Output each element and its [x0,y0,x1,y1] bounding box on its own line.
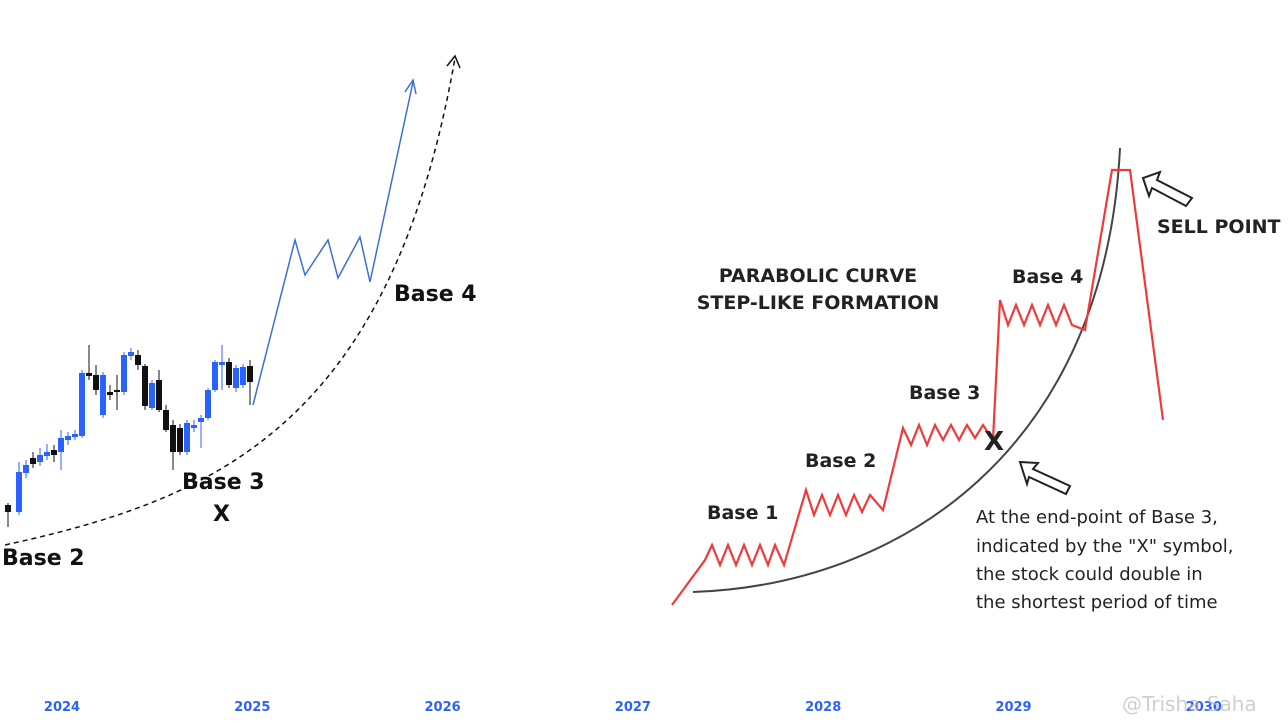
candle-body [100,375,106,415]
x-tick-label: 2029 [995,700,1031,715]
candle-body [226,362,232,385]
projection-line [252,81,414,406]
candle-body [142,366,148,406]
annotation: Base 4 [394,282,477,307]
candle-body [170,425,176,452]
candlesticks [5,345,253,527]
candle-body [23,465,29,473]
x-tick-label: 2026 [425,700,461,715]
candle-body [58,438,64,452]
x-tick-label: 2025 [234,700,270,715]
candle-body [79,373,85,436]
illustration: PARABOLIC CURVE STEP-LIKE FORMATION Base… [671,147,1281,613]
candle-body [240,367,246,385]
note: the stock could double in [976,564,1203,585]
candle-body [114,390,120,392]
candle-body [212,362,218,390]
base-label: Base 4 [1012,266,1083,288]
candle-body [51,450,57,455]
candle-body [107,392,113,395]
arrowhead [404,78,417,95]
candle-body [205,390,211,418]
note: indicated by the "X" symbol, [976,536,1233,557]
candle-body [16,472,22,512]
parabolic-curve [4,57,456,546]
price-path [671,168,1165,606]
x-tick-label: 2028 [805,700,841,715]
watermark: @Trisha Saha [1122,692,1257,716]
note: At the end-point of Base 3, [976,507,1218,528]
candle-body [219,362,225,365]
candle-body [233,368,239,388]
sell-point: SELL POINT [1157,216,1281,238]
candle-body [86,373,92,376]
title: PARABOLIC CURVE [719,265,917,287]
candle-body [198,418,204,422]
candle-body [121,355,127,392]
annotation: Base 3 [182,470,265,495]
candle-body [72,434,78,437]
base-label: Base 3 [909,382,980,404]
candle-body [65,436,71,440]
annotation: X [213,502,230,527]
candle-body [191,425,197,428]
x-axis: 2024 2025 2026 2027 2028 2029 2030 [44,700,1222,715]
candle-body [128,352,134,356]
annotation: Base 2 [2,546,85,571]
arrowhead [446,54,461,69]
curve [692,147,1121,593]
base-label: Base 2 [805,450,876,472]
x-mark: X [984,427,1004,457]
x-tick-label: 2030 [1186,700,1222,715]
candle-body [156,380,162,410]
candle-body [30,458,36,464]
arrow [1018,460,1072,496]
x-tick-label: 2024 [44,700,80,715]
candle-body [44,452,50,456]
candle-body [247,366,253,382]
candle-body [93,375,99,390]
candle-body [163,410,169,430]
candle-body [149,383,155,408]
arrow [1141,170,1194,208]
candle-body [37,455,43,462]
candle-body [5,505,11,512]
candle-body [135,355,141,365]
note: the shortest period of time [976,592,1218,613]
title: STEP-LIKE FORMATION [697,292,940,314]
candle-body [184,423,190,452]
candle-body [177,428,183,452]
x-tick-label: 2027 [615,700,651,715]
base-label: Base 1 [707,502,778,524]
